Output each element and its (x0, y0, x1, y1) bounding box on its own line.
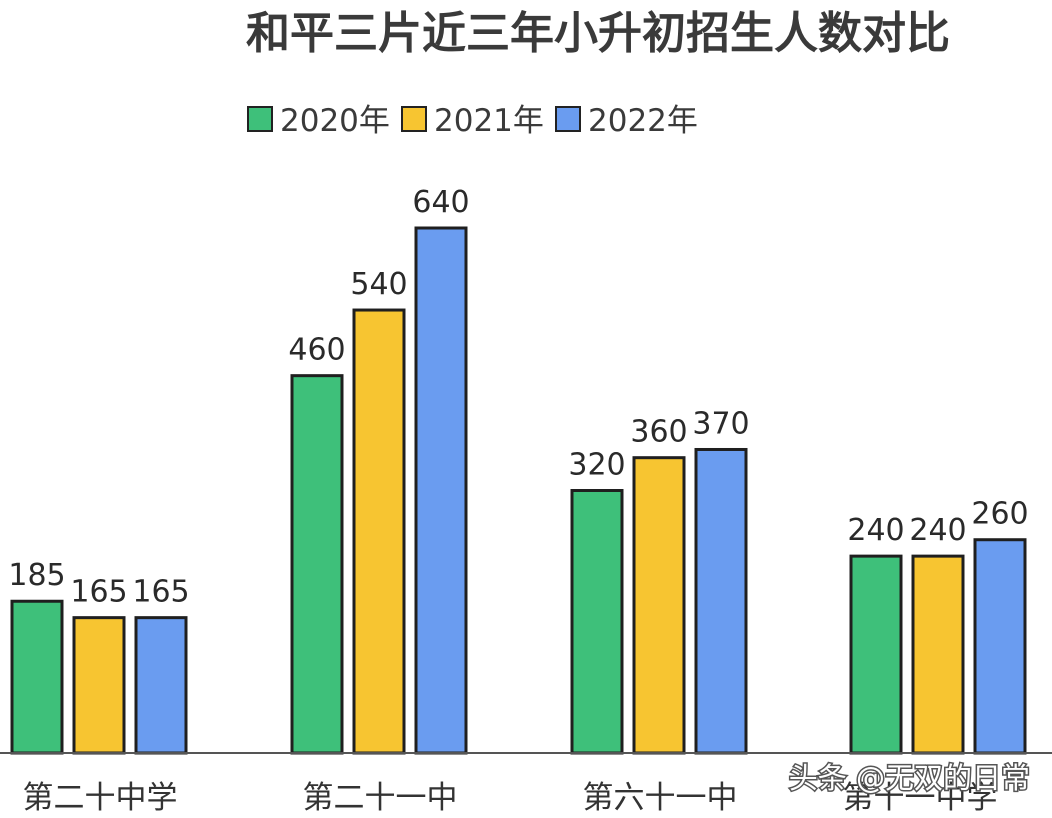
bar-2-0 (570, 489, 624, 755)
bar-0-2 (134, 616, 188, 755)
data-label-3-2: 260 (971, 497, 1028, 532)
chart-title: 和平三片近三年小升初招生人数对比 (246, 8, 950, 59)
legend-swatch-1 (401, 106, 427, 132)
data-label-3-1: 240 (909, 513, 966, 548)
data-label-1-2: 640 (412, 185, 469, 220)
data-label-2-1: 360 (630, 415, 687, 450)
legend-swatch-2 (555, 106, 581, 132)
legend-swatch-0 (247, 106, 273, 132)
data-label-0-1: 165 (70, 575, 127, 610)
data-label-1-0: 460 (288, 333, 345, 368)
bar-1-0 (290, 374, 344, 755)
bar-0-1 (72, 616, 126, 755)
category-label-1: 第二十一中 (303, 780, 458, 816)
bar-2-1 (632, 456, 686, 755)
watermark: 头条 @无双的日常 (787, 760, 1031, 797)
data-label-0-0: 185 (8, 558, 65, 593)
category-label-3: 第十一中学 (843, 780, 998, 816)
data-label-2-2: 370 (692, 406, 749, 441)
legend-label-1: 2021年 (434, 103, 544, 139)
legend-label-0: 2020年 (280, 103, 390, 139)
watermark-text: 头条 @无双的日常 (789, 761, 1030, 795)
bar-0-0 (10, 599, 64, 755)
bar-1-2 (414, 226, 468, 755)
bar-3-2 (973, 538, 1027, 755)
bar-3-0 (849, 554, 903, 755)
data-label-3-0: 240 (847, 513, 904, 548)
legend-label-2: 2022年 (588, 103, 698, 139)
bar-1-1 (352, 308, 406, 755)
data-label-2-0: 320 (568, 448, 625, 483)
data-label-0-2: 165 (132, 575, 189, 610)
bar-2-2 (694, 447, 748, 755)
category-labels: 第二十中学 第二十一中 第六十一中 第十一中学 (23, 780, 998, 816)
category-label-2: 第六十一中 (583, 780, 738, 816)
data-label-1-1: 540 (350, 267, 407, 302)
bar-3-1 (911, 554, 965, 755)
category-label-0: 第二十中学 (23, 780, 178, 816)
legend: 2020年 2021年 2022年 (247, 103, 698, 139)
